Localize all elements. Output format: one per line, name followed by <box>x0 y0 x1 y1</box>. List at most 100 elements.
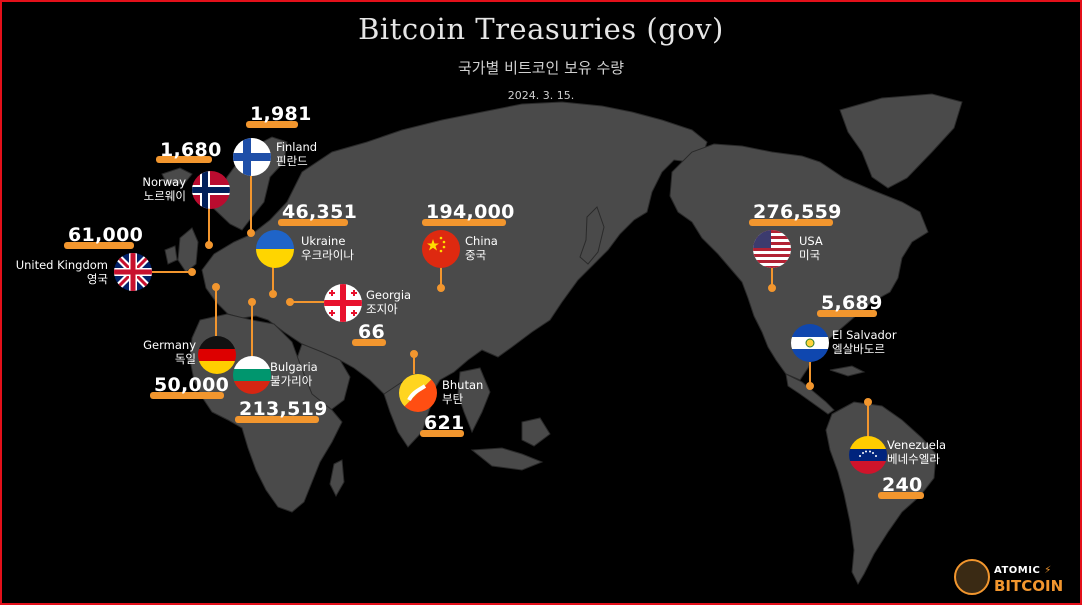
label-bhutan: Bhutan 부탄 <box>442 378 483 406</box>
label-uk-en: United Kingdom <box>15 258 108 272</box>
value-uk: 61,000 <box>68 224 144 246</box>
label-china-en: China <box>465 234 498 248</box>
label-finland-en: Finland <box>276 140 318 154</box>
land-japan <box>579 206 605 265</box>
label-venezuela-en: Venezuela <box>887 438 947 452</box>
value-venezuela: 240 <box>882 474 923 496</box>
land-north-america <box>669 143 929 381</box>
flag-georgia <box>324 284 362 322</box>
value-bar-ukraine <box>278 219 348 226</box>
value-ukraine: 46,351 <box>282 201 358 223</box>
flag-bhutan <box>399 374 437 412</box>
label-norway: Norway 노르웨이 <box>126 175 186 203</box>
value-bar-germany <box>150 392 224 399</box>
value-bar-bhutan <box>420 430 464 437</box>
flag-usa <box>753 230 791 268</box>
label-usa-ko: 미국 <box>799 248 821 262</box>
value-bar-bulgaria <box>235 416 319 423</box>
label-germany-en: Germany <box>143 338 196 352</box>
value-bar-georgia <box>352 339 386 346</box>
label-germany: Germany 독일 <box>122 338 196 366</box>
astronaut-icon <box>954 559 990 595</box>
land-britain <box>177 227 199 273</box>
connector-dot-finland <box>247 229 255 237</box>
value-bhutan: 621 <box>424 412 465 434</box>
label-georgia-en: Georgia <box>366 288 412 302</box>
label-usa: USA 미국 <box>799 234 823 262</box>
value-bar-el-salvador <box>817 310 877 317</box>
land-iceland <box>161 167 193 185</box>
connector-dot-uk <box>188 268 196 276</box>
connector-dot-venezuela <box>864 398 872 406</box>
label-germany-ko: 독일 <box>174 352 196 366</box>
connector-dot-bhutan <box>410 350 418 358</box>
value-germany: 50,000 <box>154 374 230 396</box>
label-bulgaria: Bulgaria 불가리아 <box>270 360 318 388</box>
logo-top-word: ATOMIC <box>994 565 1041 576</box>
label-georgia-ko: 조지아 <box>366 302 398 316</box>
value-bar-uk <box>64 242 134 249</box>
label-uk: United Kingdom 영국 <box>2 258 108 286</box>
value-el-salvador: 5,689 <box>821 292 883 314</box>
land-borneo <box>521 417 551 447</box>
logo-top-text: ATOMIC ⚡ <box>994 565 1052 576</box>
flag-germany <box>198 336 236 374</box>
connector-dot-bulgaria <box>248 298 256 306</box>
label-el-salvador: El Salvador 엘살바도르 <box>832 328 897 356</box>
label-finland-ko: 핀란드 <box>276 154 308 168</box>
flag-bulgaria <box>233 356 271 394</box>
label-georgia: Georgia 조지아 <box>366 288 411 316</box>
label-finland: Finland 핀란드 <box>276 140 317 168</box>
value-bar-norway <box>156 156 212 163</box>
land-greenland <box>839 93 963 189</box>
label-norway-en: Norway <box>142 175 186 189</box>
land-madagascar <box>329 459 345 498</box>
label-uk-ko: 영국 <box>86 272 108 286</box>
connector-dot-china <box>437 284 445 292</box>
label-china: China 중국 <box>465 234 498 262</box>
label-ukraine: Ukraine 우크라이나 <box>301 234 354 262</box>
value-bar-usa <box>749 219 833 226</box>
value-bar-venezuela <box>878 492 924 499</box>
value-usa: 276,559 <box>753 201 842 223</box>
flag-venezuela <box>849 436 887 474</box>
date-label: 2024. 3. 15. <box>507 89 575 102</box>
connector-dot-el-salvador <box>806 382 814 390</box>
logo-bottom-text: BITCOIN <box>994 577 1064 595</box>
value-georgia: 66 <box>358 321 386 343</box>
flag-finland <box>233 138 271 176</box>
value-china: 194,000 <box>426 201 515 223</box>
label-bhutan-ko: 부탄 <box>442 392 464 406</box>
value-bulgaria: 213,519 <box>239 398 328 420</box>
connector-dot-germany <box>212 283 220 291</box>
land-ireland <box>164 245 178 265</box>
label-bulgaria-ko: 불가리아 <box>270 374 313 388</box>
label-ukraine-ko: 우크라이나 <box>301 248 354 262</box>
page-title: Bitcoin Treasuries (gov) <box>358 12 724 46</box>
land-cuba <box>829 365 866 377</box>
flag-el-salvador <box>791 324 829 362</box>
atomic-bitcoin-logo: ATOMIC ⚡ BITCOIN <box>950 557 1070 597</box>
label-el-salvador-ko: 엘살바도르 <box>832 342 885 356</box>
label-bulgaria-en: Bulgaria <box>270 360 318 374</box>
bolt-icon: ⚡ <box>1044 565 1052 576</box>
label-el-salvador-en: El Salvador <box>832 328 897 342</box>
flag-uk <box>114 253 152 291</box>
flag-china <box>422 230 460 268</box>
connector-dot-usa <box>768 284 776 292</box>
label-ukraine-en: Ukraine <box>301 234 346 248</box>
connectors <box>152 174 872 438</box>
connector-dot-ukraine <box>269 290 277 298</box>
label-china-ko: 중국 <box>465 248 487 262</box>
flag-norway <box>192 171 230 209</box>
value-norway: 1,680 <box>160 139 222 161</box>
label-norway-ko: 노르웨이 <box>143 189 186 203</box>
label-usa-en: USA <box>799 234 823 248</box>
value-bar-finland <box>246 121 298 128</box>
connector-dot-georgia <box>286 298 294 306</box>
value-finland: 1,981 <box>250 103 312 125</box>
page-subtitle: 국가별 비트코인 보유 수량 <box>457 59 625 77</box>
label-venezuela-ko: 베네수엘라 <box>887 452 940 466</box>
land-se-asia <box>457 367 491 434</box>
